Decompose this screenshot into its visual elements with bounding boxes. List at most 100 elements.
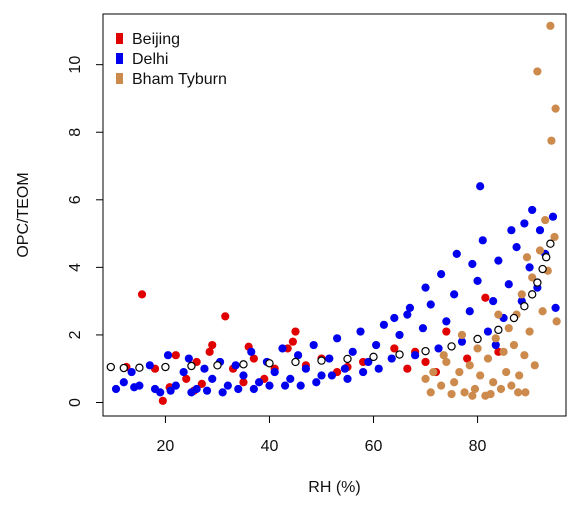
- legend-label-beijing: Beijing: [132, 31, 180, 48]
- data-point-beijing: [291, 327, 300, 336]
- data-point-delhi: [387, 354, 396, 363]
- data-point-fitted-curve: [538, 264, 547, 274]
- data-point-delhi: [504, 280, 513, 289]
- data-point-delhi: [551, 303, 560, 312]
- data-point-delhi: [379, 320, 389, 329]
- data-point-fitted-curve: [161, 362, 170, 372]
- data-point-bham-tyburn: [509, 340, 519, 350]
- data-point-fitted-curve: [546, 239, 555, 248]
- data-point-delhi: [491, 340, 500, 350]
- data-point-delhi: [390, 313, 399, 323]
- data-point-bham-tyburn: [450, 378, 459, 387]
- data-point-fitted-curve: [533, 278, 542, 287]
- data-point-delhi: [421, 283, 430, 292]
- data-point-delhi: [489, 297, 498, 306]
- data-point-beijing: [390, 344, 399, 353]
- data-point-fitted-curve: [106, 362, 116, 372]
- data-point-bham-tyburn: [520, 351, 529, 360]
- data-point-bham-tyburn: [504, 324, 513, 333]
- data-point-bham-tyburn: [491, 334, 500, 343]
- x-tick-label: 60: [365, 438, 383, 455]
- y-tick-label: 2: [67, 330, 84, 339]
- y-tick-label: 0: [67, 398, 84, 407]
- data-point-delhi: [187, 388, 196, 397]
- data-point-bham-tyburn: [421, 374, 430, 383]
- data-point-delhi: [437, 270, 446, 279]
- data-point-delhi: [548, 212, 558, 221]
- data-point-fitted-curve: [421, 346, 430, 356]
- data-point-bham-tyburn: [455, 367, 464, 377]
- data-point-beijing: [403, 364, 412, 373]
- data-point-delhi: [468, 259, 477, 269]
- legend-item-beijing: Beijing: [116, 31, 180, 48]
- legend-swatch-delhi: [116, 53, 123, 64]
- data-point-delhi: [343, 374, 352, 383]
- data-point-delhi: [483, 327, 493, 336]
- legend-item-delhi: Delhi: [116, 51, 168, 68]
- x-axis: 20 40 60 80 RH (%): [157, 415, 487, 496]
- data-point-fitted-curve: [369, 352, 378, 362]
- data-point-bham-tyburn: [546, 21, 555, 30]
- data-point-beijing: [221, 312, 230, 321]
- data-point-bham-tyburn: [483, 354, 493, 363]
- x-tick-label: 20: [157, 438, 175, 455]
- data-point-delhi: [372, 340, 381, 350]
- data-point-delhi: [473, 276, 482, 285]
- data-point-beijing: [205, 347, 214, 356]
- data-point-bham-tyburn: [442, 357, 451, 367]
- data-point-delhi: [249, 384, 258, 394]
- data-point-delhi: [111, 384, 121, 394]
- data-point-delhi: [280, 381, 290, 390]
- data-point-bham-tyburn: [515, 371, 524, 380]
- data-point-delhi: [520, 219, 529, 228]
- data-point-delhi: [278, 344, 287, 353]
- data-point-bham-tyburn: [496, 384, 506, 394]
- x-ticks-layer: 20 40 60 80: [157, 416, 487, 455]
- data-point-fitted-curve: [542, 253, 551, 262]
- data-point-delhi: [231, 361, 240, 370]
- data-point-beijing: [137, 290, 147, 299]
- x-axis-label: RH (%): [308, 479, 360, 496]
- data-point-delhi: [325, 354, 334, 363]
- data-point-bham-tyburn: [494, 310, 503, 319]
- data-point-delhi: [247, 347, 256, 356]
- data-point-delhi: [309, 340, 318, 350]
- data-point-bham-tyburn: [486, 389, 495, 399]
- legend-item-bham-tyburn: Bham Tyburn: [116, 71, 227, 88]
- data-point-delhi: [270, 367, 279, 377]
- data-point-delhi: [317, 371, 326, 380]
- data-point-bham-tyburn: [437, 381, 446, 390]
- data-point-bham-tyburn: [541, 215, 550, 225]
- data-point-fitted-curve: [265, 359, 274, 368]
- legend-label-delhi: Delhi: [132, 51, 168, 68]
- data-point-fitted-curve: [447, 342, 456, 351]
- data-point-delhi: [150, 384, 160, 394]
- data-point-delhi: [359, 367, 368, 377]
- data-point-beijing: [182, 374, 191, 383]
- data-point-bham-tyburn: [489, 378, 498, 387]
- data-point-delhi: [405, 303, 415, 312]
- data-point-beijing: [171, 351, 180, 360]
- data-point-bham-tyburn: [552, 317, 561, 326]
- data-point-delhi: [364, 357, 373, 367]
- data-point-delhi: [434, 344, 443, 353]
- data-point-delhi: [163, 351, 173, 360]
- legend: Beijing Delhi Bham Tyburn: [116, 31, 227, 88]
- data-point-beijing: [249, 354, 258, 363]
- data-point-delhi: [356, 327, 365, 336]
- y-tick-label: 4: [67, 263, 84, 272]
- data-point-delhi: [452, 249, 461, 258]
- y-tick-label: 10: [67, 56, 84, 74]
- data-point-delhi: [254, 378, 264, 387]
- data-point-fitted-curve: [119, 363, 129, 373]
- data-point-beijing: [158, 396, 167, 405]
- data-point-delhi: [293, 351, 303, 360]
- data-point-fitted-curve: [239, 360, 248, 369]
- data-point-bham-tyburn: [530, 361, 539, 370]
- data-point-delhi: [457, 337, 467, 346]
- data-point-beijing: [442, 327, 451, 336]
- data-point-delhi: [296, 381, 305, 390]
- data-point-beijing: [481, 293, 490, 302]
- data-point-delhi: [179, 367, 188, 377]
